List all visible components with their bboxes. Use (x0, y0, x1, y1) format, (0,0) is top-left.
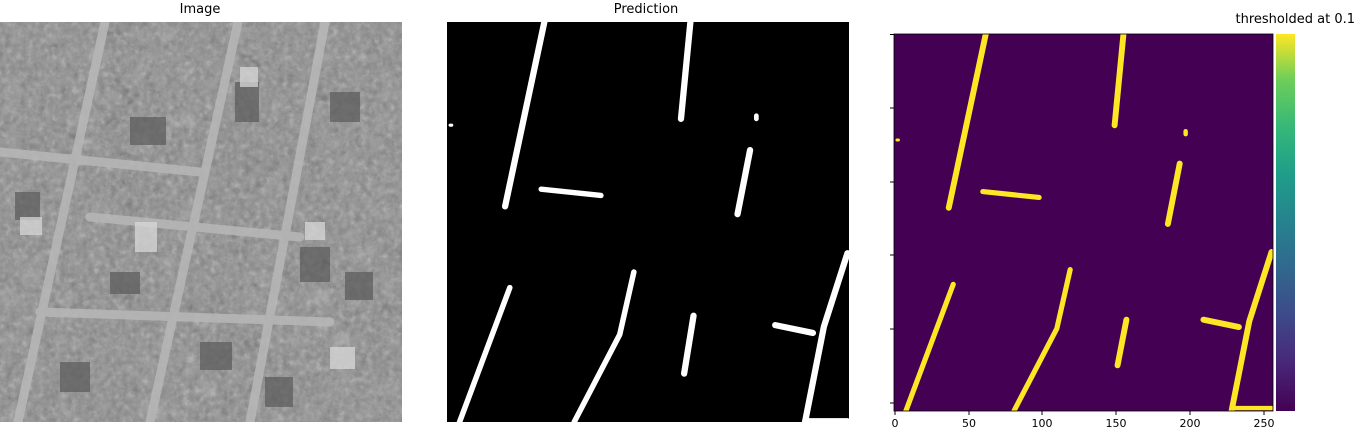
x-tick-label: 50 (962, 417, 976, 430)
y-axis: 0 50 100 150 200 250 (890, 34, 894, 404)
x-tick-label: 100 (1032, 417, 1053, 430)
mask-foreground (895, 34, 1273, 411)
aerial-image (0, 22, 402, 422)
thresholded-mask-image (894, 34, 1273, 411)
thresholded-panel-title: thresholded at 0.1 (1235, 12, 1355, 27)
prediction-image (447, 22, 849, 422)
plot-frame (893, 33, 1274, 412)
prediction-panel-title: Prediction (613, 2, 679, 17)
mask-background (894, 34, 1273, 411)
prediction-mask (448, 22, 849, 422)
image-panel-title: Image (179, 2, 221, 17)
x-axis: 0 50 100 150 200 250 (892, 411, 1275, 430)
thresholded-plot: 0 50 100 150 200 250 0 50 100 150 200 25… (890, 33, 1295, 430)
x-tick-label: 150 (1106, 417, 1127, 430)
x-tick-label: 250 (1254, 417, 1275, 430)
prediction-background (447, 22, 849, 422)
x-tick-label: 200 (1180, 417, 1201, 430)
x-tick-label: 0 (892, 417, 899, 430)
colorbar (1276, 34, 1295, 411)
